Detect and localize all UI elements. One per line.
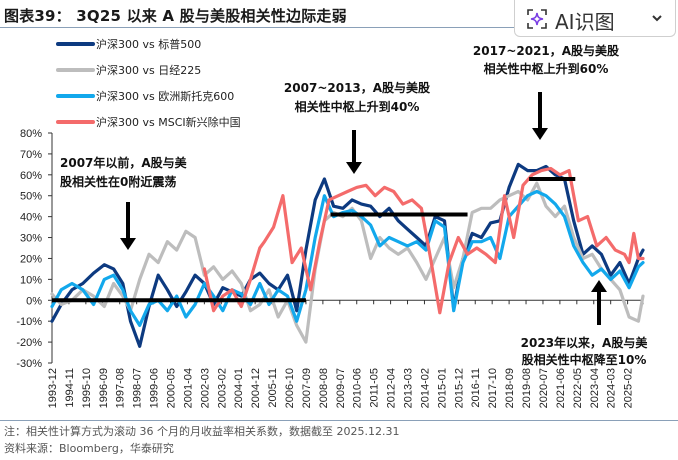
- x-tick-label: 2006-10: [284, 368, 296, 408]
- x-tick-label: 2009-07: [335, 368, 347, 408]
- x-tick-label: 1997-08: [115, 368, 127, 408]
- x-tick-label: 2000-05: [166, 368, 178, 408]
- legend-label: 沪深300 vs 欧洲斯托克600: [96, 89, 234, 103]
- y-tick-label: 40%: [20, 212, 42, 224]
- x-tick-label: 2023-04: [589, 368, 601, 408]
- y-tick-label: 50%: [20, 191, 42, 203]
- footnote: 注：相关性计算方式为滚动 36 个月的月收益率相关系数，数据截至 2025.12…: [4, 425, 400, 438]
- x-tick-label: 2004-01: [233, 368, 245, 408]
- series-line-2: [50, 189, 645, 327]
- annotation-text: 2023年以来，A股与美: [521, 335, 649, 350]
- y-tick-label: 10%: [20, 274, 42, 286]
- x-tick-label: 2005-11: [267, 368, 279, 408]
- x-tick-label: 2010-06: [352, 368, 364, 408]
- x-tick-label: 2017-10: [487, 368, 499, 408]
- annotation-text: 股相关性中枢降至10%: [522, 352, 647, 367]
- chart-title: 图表39： 3Q25 以来 A 股与美股相关性边际走弱: [4, 7, 347, 25]
- y-tick-label: -10%: [16, 316, 42, 328]
- y-tick-label: 20%: [20, 253, 42, 265]
- y-tick-label: -20%: [16, 337, 42, 349]
- arrow-head: [346, 162, 362, 174]
- arrow-head: [591, 280, 607, 292]
- x-tick-label: 2001-04: [182, 368, 194, 408]
- legend-label: 沪深300 vs 标普500: [96, 37, 201, 51]
- y-tick-label: 0%: [26, 295, 42, 307]
- correlation-line-chart: 80% 70% 60% 50% 40% 30% 20% 10% 0% -10% -20% -30% 19…: [16, 37, 649, 408]
- legend-label: 沪深300 vs MSCI新兴除中国: [96, 115, 241, 129]
- x-tick-label: 2014-02: [419, 368, 431, 408]
- x-tick-label: 1995-10: [81, 368, 93, 408]
- annotation-text: 股相关性在0附近震荡: [60, 174, 176, 189]
- annotation-text: 2007~2013，A股与美股: [284, 80, 431, 95]
- y-tick-label: -30%: [16, 358, 42, 370]
- y-tick-label: 60%: [20, 170, 42, 182]
- x-tick-label: 2007-09: [301, 368, 313, 408]
- y-tick-label: 80%: [20, 128, 42, 140]
- x-tick-label: 2002-03: [199, 368, 211, 408]
- x-tick-label: 2020-07: [538, 368, 550, 408]
- x-tick-label: 2024-03: [606, 368, 618, 408]
- x-tick-label: 2013-03: [403, 368, 415, 408]
- ai-button-label: AI识图: [555, 10, 615, 34]
- legend-label: 沪深300 vs 日经225: [96, 63, 201, 77]
- title-divider: [0, 27, 520, 28]
- x-tick-label: 1994-11: [64, 368, 76, 408]
- x-tick-label: 2016-11: [470, 368, 482, 408]
- ai-recognize-button[interactable]: AI识图: [514, 0, 676, 37]
- x-tick-label: 1993-12: [47, 368, 59, 408]
- x-tick-label: 1998-07: [132, 368, 144, 408]
- sparkle-scan-icon: [527, 9, 547, 29]
- x-tick-label: 1999-06: [149, 368, 161, 408]
- source-note: 资料来源：Bloomberg，华泰研究: [4, 442, 174, 455]
- chevron-down-icon[interactable]: [650, 11, 664, 25]
- arrow-head: [532, 128, 548, 140]
- x-tick-label: 2012-04: [386, 368, 398, 408]
- x-tick-label: 2003-02: [216, 368, 228, 408]
- x-tick-label: 1996-09: [98, 368, 110, 408]
- x-tick-label: 2021-06: [555, 368, 567, 408]
- y-tick-label: 70%: [20, 149, 42, 161]
- x-tick-label: 2015-12: [453, 368, 465, 408]
- x-tick-label: 2008-08: [318, 368, 330, 408]
- annotation-text: 相关性中枢上升到60%: [484, 61, 609, 76]
- y-tick-label: 30%: [20, 233, 42, 245]
- annotation-text: 2017~2021，A股与美股: [473, 43, 620, 58]
- x-tick-label: 2022-05: [572, 368, 584, 408]
- series-line-1: [50, 181, 645, 344]
- series-line-3: [202, 166, 645, 315]
- annotation-text: 相关性中枢上升到40%: [295, 99, 420, 114]
- x-tick-label: 2025-02: [623, 368, 635, 408]
- x-tick-label: 2015-01: [436, 368, 448, 408]
- footer-divider: [0, 420, 678, 421]
- x-tick-label: 2004-12: [250, 368, 262, 408]
- x-tick-label: 2011-05: [369, 368, 381, 408]
- x-tick-label: 2019-08: [521, 368, 533, 408]
- annotation-text: 2007年以前，A股与美: [60, 155, 188, 170]
- x-tick-label: 2018-09: [504, 368, 516, 408]
- arrow-head: [120, 238, 136, 250]
